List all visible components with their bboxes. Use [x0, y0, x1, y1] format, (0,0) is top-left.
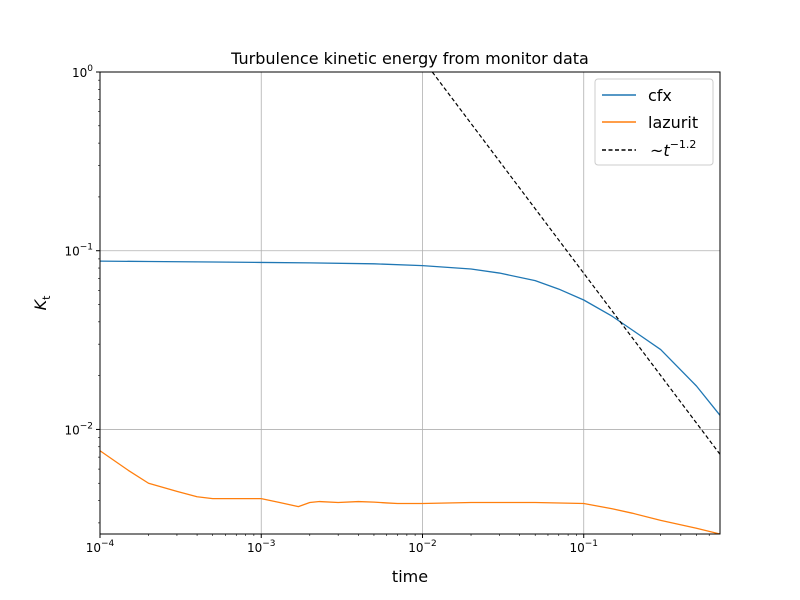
x-tick-base: 10: [408, 541, 423, 555]
y-tick-label: 10−1: [64, 243, 93, 259]
y-tick-base: 10: [64, 423, 79, 437]
y-tick-exponent: −2: [80, 421, 93, 431]
x-tick-label: 10−1: [569, 539, 598, 555]
legend-label-power-law: ~t−1.2: [650, 138, 696, 160]
x-tick-label: 10−4: [86, 539, 115, 555]
series-line-2: [431, 72, 720, 455]
legend-label-cfx: cfx: [648, 86, 672, 105]
series-lines: [100, 72, 720, 534]
legend-label-power-law-exponent: −1.2: [670, 138, 697, 151]
legend-label-power-law-main: ~t: [650, 141, 670, 160]
x-tick-exponent: −2: [423, 539, 436, 549]
chart-title: Turbulence kinetic energy from monitor d…: [230, 49, 589, 68]
x-tick-base: 10: [569, 541, 584, 555]
x-tick-exponent: −1: [585, 539, 598, 549]
legend-label-lazurit: lazurit: [648, 113, 698, 132]
x-tick-base: 10: [247, 541, 262, 555]
legend-box: [594, 78, 714, 166]
y-tick-label: 100: [72, 64, 93, 80]
series-line-1: [100, 450, 720, 534]
y-axis-label-main: K: [31, 298, 50, 310]
y-tick-label: 10−2: [64, 421, 93, 437]
x-tick-exponent: −3: [262, 539, 275, 549]
y-tick-exponent: 0: [87, 64, 93, 74]
series-line-0: [100, 260, 720, 416]
y-tick-base: 10: [72, 66, 87, 80]
y-axis-label: Kt: [31, 295, 53, 311]
x-tick-base: 10: [86, 541, 101, 555]
x-axis-label: time: [392, 567, 428, 586]
legend: cfx lazurit ~t−1.2: [594, 78, 714, 166]
x-tick-exponent: −4: [101, 539, 115, 549]
y-tick-exponent: −1: [80, 243, 93, 253]
plot-frame: [99, 71, 721, 535]
x-tick-label: 10−2: [408, 539, 437, 555]
y-tick-base: 10: [64, 245, 79, 259]
y-axis-label-subscript: t: [40, 295, 53, 300]
x-tick-label: 10−3: [247, 539, 276, 555]
